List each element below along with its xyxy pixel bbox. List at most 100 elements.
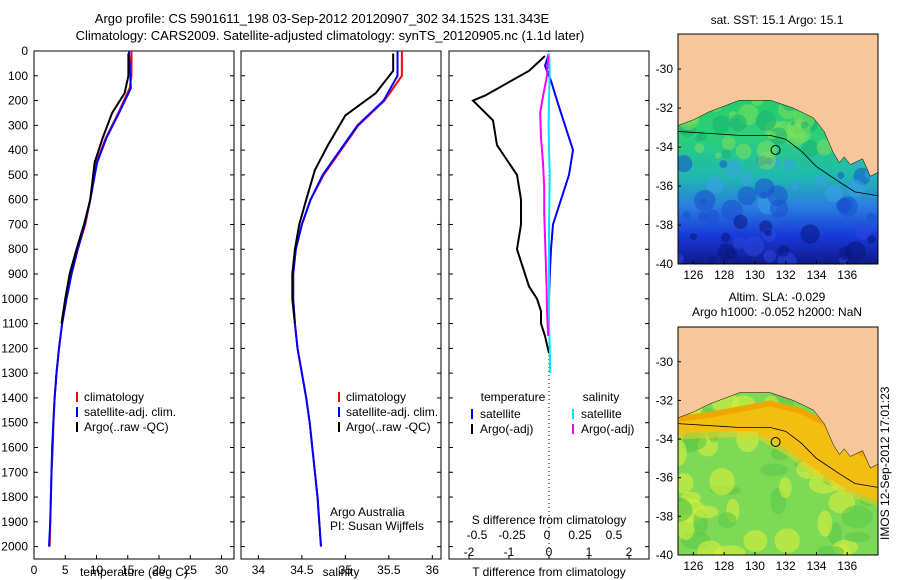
isobath-contour: [678, 131, 878, 197]
legend-label: satellite: [480, 407, 521, 421]
sst-patch: [724, 159, 742, 178]
sla-patch: [779, 477, 792, 498]
depth-tick-label: 1700: [1, 465, 28, 479]
map-xtick-label: 136: [837, 559, 857, 573]
sst-patch: [678, 143, 682, 150]
panel-annotation: Argo Australia: [330, 505, 405, 519]
sst-patch: [721, 136, 736, 151]
sst-patch: [704, 209, 720, 225]
map-ytick-label: -32: [656, 101, 674, 115]
depth-tick-label: 900: [8, 267, 28, 281]
sst-patch: [695, 134, 703, 142]
depth-tick-label: 1200: [1, 341, 28, 355]
salinity-xtick-label: 36: [426, 563, 440, 577]
salinity-xtick-label: 35: [339, 563, 353, 577]
sla-patch: [760, 463, 789, 477]
legend-label: Argo(..raw -QC): [84, 420, 169, 434]
temperature-xtick-label: 0: [31, 563, 38, 577]
diff-t-tick-label: 1: [586, 545, 593, 559]
sla-patch: [717, 512, 737, 529]
sst-patch: [733, 214, 748, 230]
map-xtick-label: 136: [837, 268, 857, 282]
map-xtick-label: 128: [714, 268, 734, 282]
temperature-axis-label: temperature (deg C): [80, 565, 188, 579]
diff-s-tick-label: -0.5: [467, 528, 488, 542]
depth-tick-label: 500: [8, 168, 28, 182]
diff-t-tick-label: -2: [464, 545, 475, 559]
sst-patch: [678, 254, 684, 264]
map-ytick-label: -36: [656, 179, 674, 193]
sst-patch: [839, 246, 854, 261]
series-argo-raw-qc-: [291, 53, 395, 324]
series-satellite-adj-clim-: [48, 50, 132, 547]
temperature-xtick-label: 10: [90, 563, 104, 577]
map-ytick-label: -40: [656, 548, 674, 562]
isobath-contour: [678, 423, 878, 488]
sst-patch: [764, 229, 772, 237]
map-xtick-label: 134: [806, 268, 826, 282]
sst-patch: [783, 158, 796, 171]
map-sst-frame: [677, 33, 879, 265]
temperature-xtick-label: 20: [152, 563, 166, 577]
sst-patch: [678, 155, 693, 173]
map-xtick-label: 126: [683, 268, 703, 282]
map-xtick-label: 130: [745, 268, 765, 282]
sst-patch: [737, 186, 757, 206]
sst-patch: [682, 211, 691, 220]
title-line-2: Climatology: CARS2009. Satellite-adjuste…: [75, 28, 585, 43]
series-climatology: [48, 51, 133, 547]
temperature-xtick-label: 30: [215, 563, 229, 577]
legend-label: satellite: [581, 407, 622, 421]
temperature-xtick-label: 15: [121, 563, 135, 577]
map-ytick-label: -38: [656, 509, 674, 523]
legend-header-temperature: temperature: [481, 390, 546, 404]
depth-tick-label: 0: [21, 44, 28, 58]
sla-patch: [678, 439, 687, 466]
sst-patch: [694, 143, 705, 153]
sst-patch: [855, 223, 872, 241]
sst-patch: [816, 139, 833, 156]
depth-tick-label: 1100: [2, 317, 28, 331]
map-xtick-label: 134: [806, 559, 826, 573]
legend-label: climatology: [84, 390, 144, 404]
sst-patch: [866, 212, 877, 223]
sst-patch: [800, 121, 809, 129]
legend-label: climatology: [346, 390, 406, 404]
diff-s-tick-label: 0: [544, 528, 551, 542]
diff-s-tick-label: 0.25: [568, 528, 592, 542]
salinity-xtick-label: 35.5: [377, 563, 401, 577]
depth-tick-label: 300: [8, 118, 28, 132]
depth-tick-label: 1600: [1, 440, 28, 454]
sst-patch: [801, 140, 819, 158]
depth-tick-label: 200: [8, 94, 28, 108]
sla-patch: [817, 545, 845, 555]
series-salinity-satellite: [547, 53, 552, 374]
depth-tick-label: 1300: [1, 366, 28, 380]
footer-stamp: IMOS 12-Sep-2012 17:01:23: [878, 386, 892, 540]
depth-tick-label: 100: [8, 69, 28, 83]
diff-s-tick-label: 0.5: [606, 528, 623, 542]
sla-patch: [709, 468, 735, 496]
sst-patch: [777, 245, 790, 257]
map-ytick-label: -34: [656, 140, 674, 154]
sst-patch: [757, 151, 776, 170]
sst-patch: [689, 233, 697, 241]
map-ytick-label: -38: [656, 218, 674, 232]
sst-patch: [714, 152, 722, 159]
depth-tick-label: 1400: [1, 391, 28, 405]
depth-tick-label: 1800: [1, 490, 28, 504]
sst-patch: [740, 172, 754, 186]
series-satellite-adj-clim-: [292, 51, 399, 547]
land-australia: [678, 34, 878, 177]
sst-patch: [837, 171, 845, 179]
map-ytick-label: -30: [656, 62, 674, 76]
sst-patch: [719, 160, 728, 169]
salinity-frame: [240, 50, 442, 560]
sla-patch: [743, 530, 768, 552]
sst-patch: [694, 189, 716, 212]
series-salinity-argo-adj-: [539, 55, 550, 337]
depth-tick-label: 700: [8, 217, 28, 231]
depth-tick-label: 1000: [1, 292, 28, 306]
map-sst-group: 126 128 130 132 134 136 -30 -32 -34 -36 -38 -40: [656, 33, 879, 282]
